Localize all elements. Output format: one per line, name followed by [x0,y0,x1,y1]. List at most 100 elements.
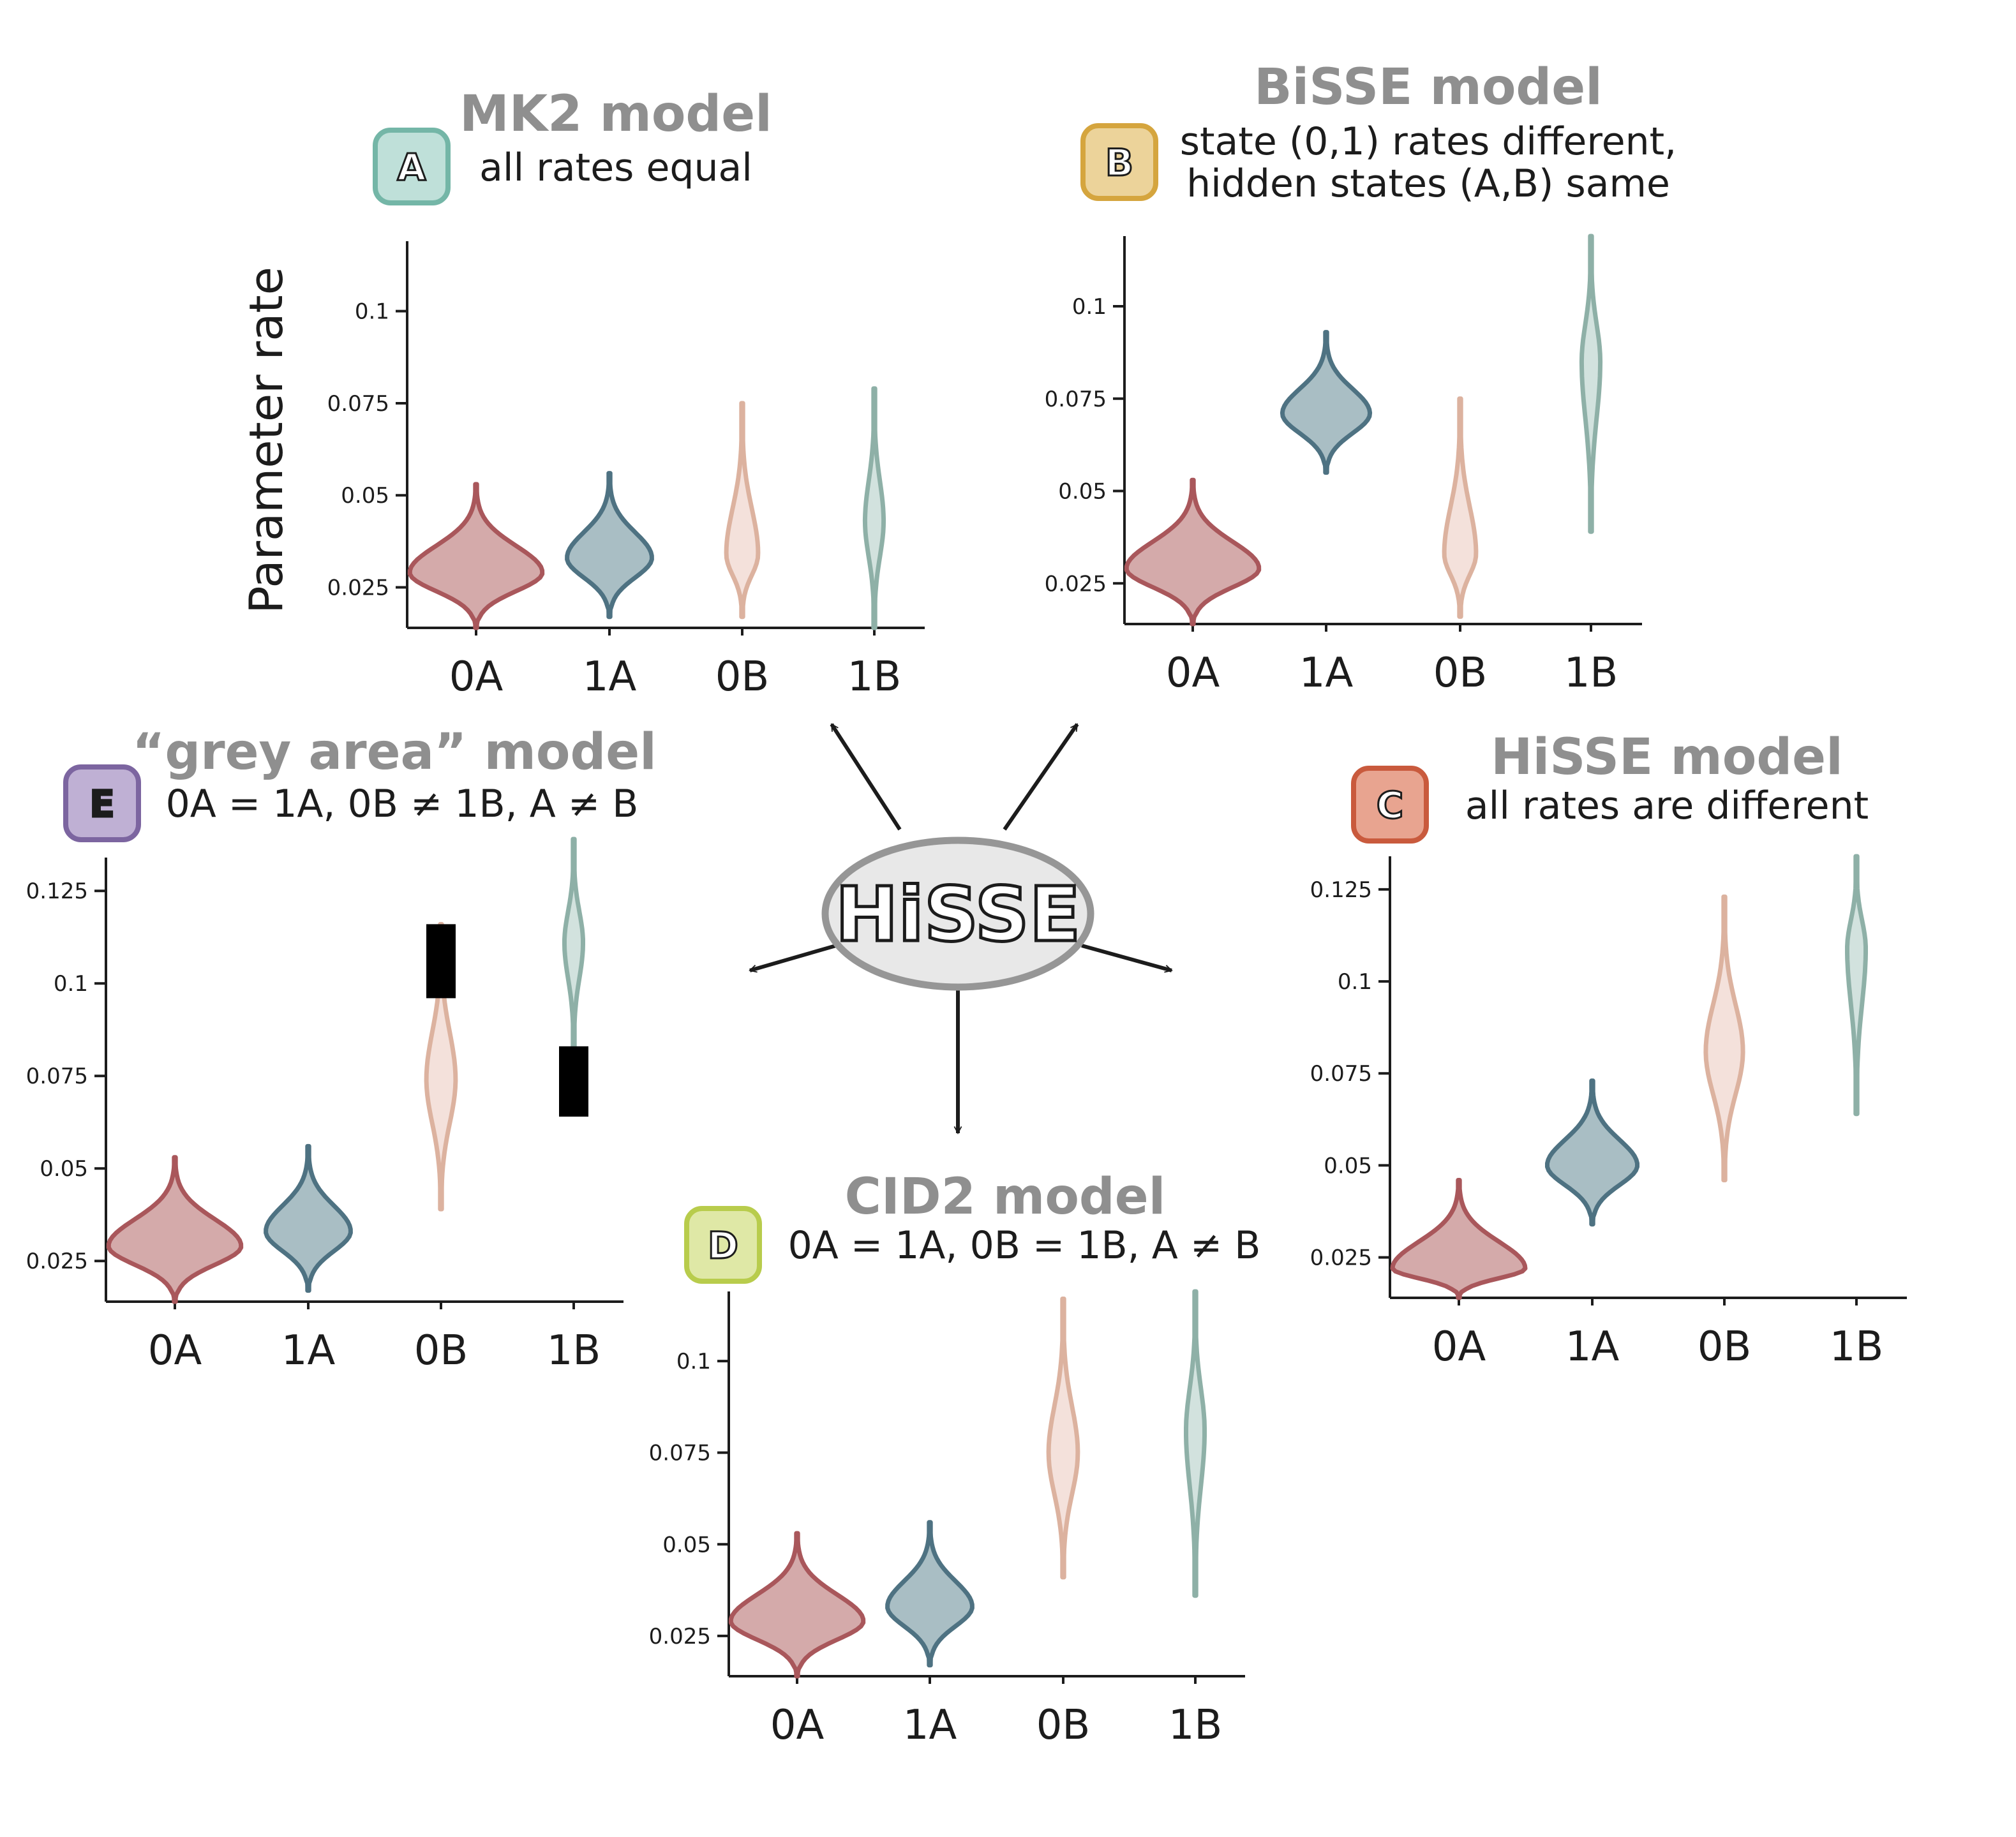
badge-d [684,1206,762,1284]
y-tick-label: 0.075 [26,1064,88,1089]
panel-b-subtitle-line2: hidden states (A,B) same [1186,161,1670,206]
panel-b-header: B BiSSE model state (0,1) rates differen… [1080,59,1676,206]
y-tick-label: 0.05 [662,1532,711,1558]
violin-0B [1046,1297,1080,1580]
x-category-label: 1B [1169,1702,1223,1749]
y-tick-label: 0.05 [1058,479,1107,505]
violin-0B [724,401,761,620]
panel-d-header: D CID2 model 0A = 1A, 0B = 1B, A ≠ B [684,1168,1261,1284]
x-category-label: 1A [1565,1323,1620,1371]
y-tick-label: 0.025 [26,1249,88,1274]
x-category-label: 0A [1166,650,1220,697]
panel-c-header: C HiSSE model all rates are different [1351,729,1869,844]
panel-e-violin-chart: 0.025 0.05 0.075 0.1 0.125 0A 1A 0B 1B [26,837,623,1374]
badge-a-letter: A [398,145,426,189]
panel-d-violin-chart: 0.025 0.05 0.075 0.1 0A 1A 0B 1B [649,1289,1245,1749]
y-tick-label: 0.05 [40,1156,88,1182]
y-tick-label: 0.1 [54,971,88,997]
x-category-label: 1A [1299,650,1354,697]
x-category-label: 1A [281,1327,336,1374]
badge-e-letter: E [89,782,115,826]
violin-1B [1184,1289,1207,1598]
x-category-label: 0A [449,653,504,701]
panel-a-title: MK2 model [459,86,772,143]
violin-1A [1280,330,1373,475]
hub-label: HiSSE [835,870,1080,958]
violin-0A [1390,1178,1528,1300]
y-tick-label: 0.025 [327,576,389,601]
x-category-label: 1B [1830,1323,1884,1371]
x-category-label: 1A [583,653,637,701]
violin-0A [407,482,545,630]
violin-1A [565,471,654,620]
violin-0B [1703,894,1745,1182]
badge-e [63,764,141,842]
y-tick-label: 0.1 [676,1349,711,1374]
hub-ellipse [821,837,1094,991]
violin-1A [885,1520,974,1668]
y-tick-label: 0.025 [1045,571,1107,597]
panel-a-subtitle: all rates equal [479,145,752,190]
violin-0A [728,1531,866,1679]
x-category-label: 0A [1432,1323,1486,1371]
x-category-label: 0B [1433,650,1488,697]
panel-c-subtitle: all rates are different [1465,784,1869,828]
y-tick-label: 0.075 [1045,387,1107,412]
y-tick-label: 0.075 [649,1441,711,1466]
y-axis-label: Parameter rate [239,267,293,614]
arrow-to-bisse [1003,723,1079,831]
panel-b-subtitle-line1: state (0,1) rates different, [1180,119,1676,164]
y-tick-label: 0.1 [1338,969,1372,995]
violin-1B [1845,854,1868,1117]
violin-1B [862,386,886,630]
x-category-label: 0B [1036,1702,1091,1749]
y-tick-label: 0.075 [327,391,389,417]
y-tick-label: 0.075 [1310,1061,1372,1087]
violin-1A [1545,1078,1639,1227]
arrow-to-grey-area [749,944,837,973]
y-tick-label: 0.1 [355,299,389,325]
arrow-to-hisse [1081,944,1173,973]
panel-a-violin-chart: 0.025 0.05 0.075 0.1 0A 1A 0B 1B [327,241,925,701]
panel-b-title: BiSSE model [1254,59,1602,116]
panel-b-violin-chart: 0.025 0.05 0.075 0.1 0A 1A 0B 1B [1045,234,1642,697]
y-tick-label: 0.05 [341,483,389,509]
x-category-label: 0A [770,1702,825,1749]
badge-b-letter: B [1105,141,1133,184]
arrow-to-mk2 [830,723,902,831]
badge-c [1351,766,1429,844]
x-category-label: 0B [715,653,770,701]
badge-b [1080,123,1158,201]
black-block-0B [426,924,456,999]
panel-d-title: CID2 model [845,1168,1166,1226]
panel-c-title: HiSSE model [1491,729,1843,786]
panel-e-header: E “grey area” model 0A = 1A, 0B ≠ 1B, A … [63,724,657,842]
panel-a-header: A MK2 model all rates equal [373,86,772,205]
violin-1B [562,837,585,1053]
panel-e-title: “grey area” model [132,724,657,781]
violin-1A [264,1143,353,1293]
badge-a [373,128,451,205]
x-category-label: 1B [547,1327,601,1374]
hub-diagram: HiSSE [749,723,1173,1134]
violin-0A [106,1155,244,1304]
violin-0B [1442,396,1479,619]
black-block-1B [559,1046,588,1117]
y-tick-label: 0.1 [1072,294,1107,320]
badge-d-letter: D [708,1224,738,1267]
y-tick-label: 0.025 [649,1624,711,1649]
x-category-label: 1B [1564,650,1618,697]
violin-0A [1124,477,1262,627]
x-category-label: 1A [903,1702,957,1749]
y-tick-label: 0.025 [1310,1246,1372,1271]
x-category-label: 1B [847,653,902,701]
x-category-label: 0B [414,1327,468,1374]
x-category-label: 0B [1698,1323,1752,1371]
y-tick-label: 0.125 [1310,877,1372,903]
y-tick-label: 0.05 [1324,1153,1372,1179]
panel-d-subtitle: 0A = 1A, 0B = 1B, A ≠ B [788,1223,1261,1268]
panel-e-subtitle: 0A = 1A, 0B ≠ 1B, A ≠ B [166,782,639,826]
badge-c-letter: C [1377,784,1404,827]
x-category-label: 0A [148,1327,202,1374]
